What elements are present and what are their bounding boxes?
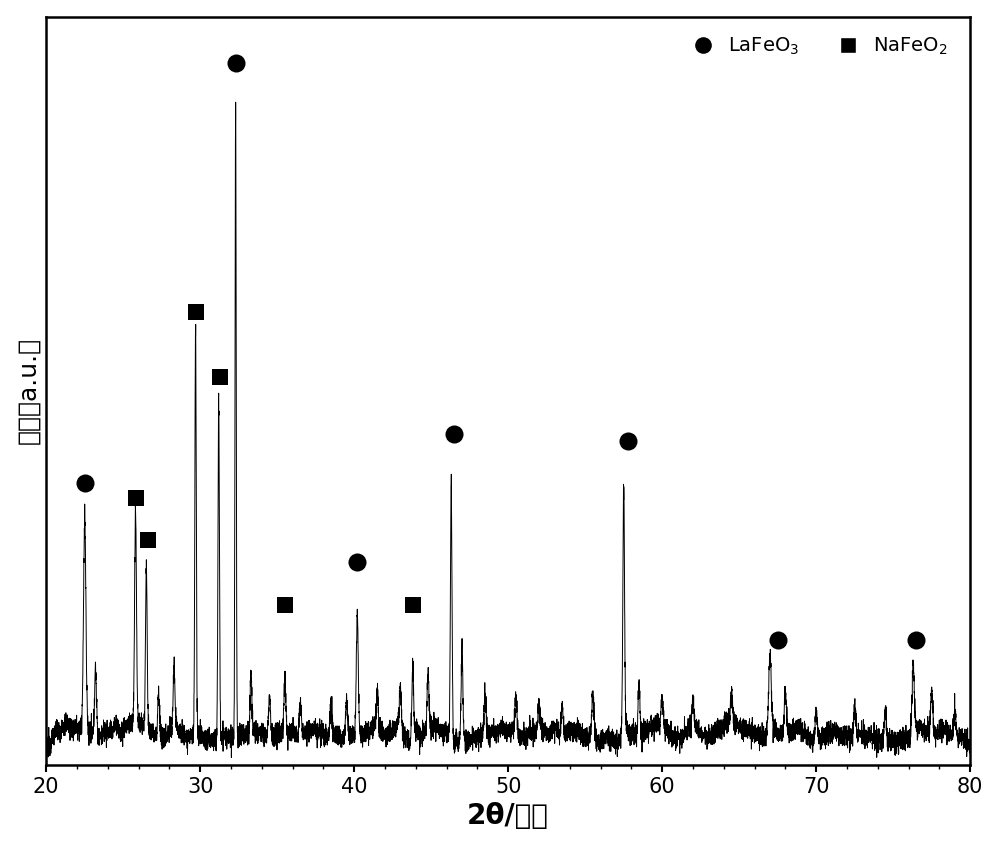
Y-axis label: 强度（a.u.）: 强度（a.u.） — [17, 337, 41, 445]
X-axis label: 2θ/角度: 2θ/角度 — [467, 802, 549, 830]
Legend: LaFeO$_3$, NaFeO$_2$: LaFeO$_3$, NaFeO$_2$ — [676, 28, 956, 64]
